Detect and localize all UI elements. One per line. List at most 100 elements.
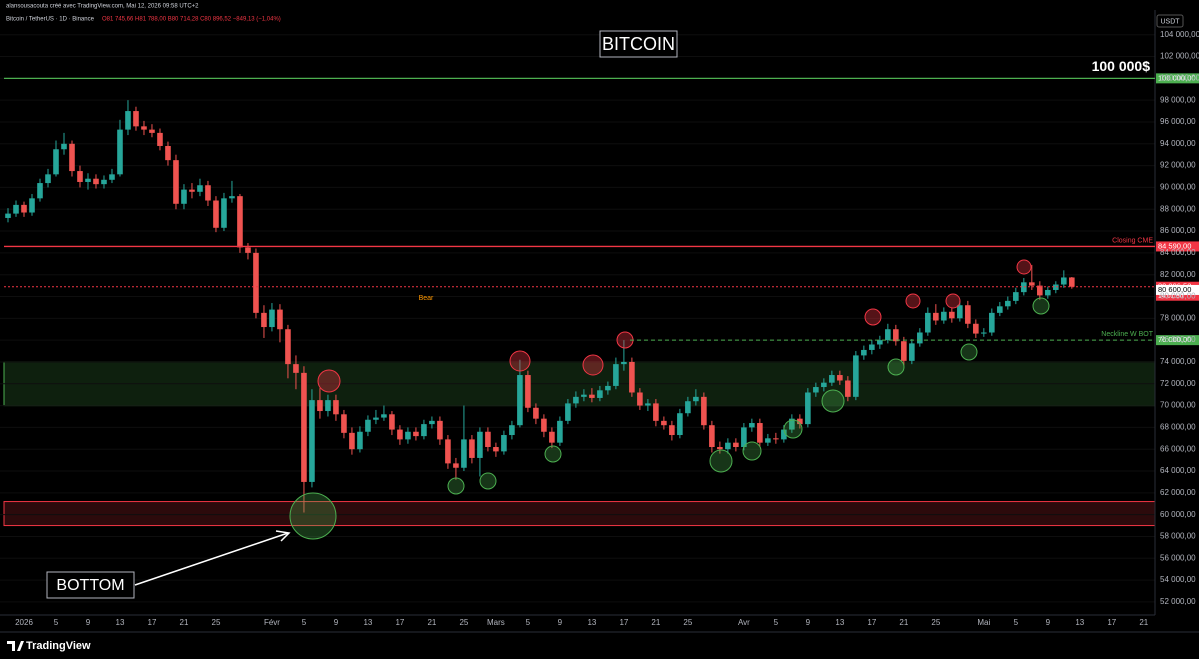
credit: alansousacouta créé avec TradingView.com… <box>6 4 199 10</box>
candle-body <box>101 179 107 185</box>
ohlc: O81 745,66 H81 788,00 B80 714,28 C80 896… <box>102 17 281 23</box>
y-tick-label: 52 000,00 <box>1160 597 1196 606</box>
circle-high <box>582 354 604 376</box>
candle-body <box>885 329 891 341</box>
candle-body <box>293 364 299 373</box>
circle-high <box>945 293 961 309</box>
candle-body <box>397 429 403 440</box>
x-tick-label: 13 <box>116 618 125 627</box>
candle-body <box>669 425 675 436</box>
candle-body <box>381 414 387 418</box>
candle-body <box>589 394 595 398</box>
candle-body <box>213 200 219 228</box>
y-tick-label: 92 000,00 <box>1160 161 1196 170</box>
x-tick-label: 2026 <box>15 618 33 627</box>
candle-body <box>941 311 947 321</box>
candle-body <box>461 439 467 468</box>
candle-body <box>485 431 491 448</box>
x-tick-label: Mars <box>487 618 505 627</box>
candle-body <box>325 400 331 412</box>
x-tick-label: 5 <box>526 618 531 627</box>
candle-body <box>181 189 187 204</box>
price-label-box <box>1156 335 1199 346</box>
candle-body <box>93 178 99 185</box>
chart-title: BITCOIN <box>602 34 675 54</box>
candle-body <box>245 247 251 253</box>
candle-body <box>413 431 419 437</box>
candle-body <box>1045 289 1051 296</box>
logo: TradingView <box>7 640 91 652</box>
candle-body <box>61 143 67 150</box>
x-tick-label: 13 <box>587 618 596 627</box>
x-tick-label: 13 <box>363 618 372 627</box>
candle-body <box>333 400 339 415</box>
candle-body <box>877 340 883 345</box>
candle-body <box>573 396 579 404</box>
candle-body <box>197 185 203 192</box>
candle-body <box>309 400 315 482</box>
circle-high <box>1016 259 1032 275</box>
candle-body <box>957 305 963 319</box>
candle-body <box>421 424 427 437</box>
y-tick-label: 94 000,00 <box>1160 139 1196 148</box>
price-label: 100 000,00 <box>1158 73 1196 82</box>
candle-body <box>549 431 555 443</box>
candle-body <box>757 423 763 443</box>
candle-body <box>557 420 563 443</box>
candle-body <box>341 414 347 433</box>
x-tick-label: 25 <box>212 618 221 627</box>
candle-body <box>821 382 827 388</box>
candle-body <box>109 174 115 180</box>
candle-body <box>261 312 267 328</box>
candle-body <box>677 413 683 436</box>
x-tick-label: 17 <box>148 618 157 627</box>
title-box <box>599 30 678 58</box>
y-tick-label: 68 000,00 <box>1160 423 1196 432</box>
candle-body <box>285 329 291 365</box>
candle-body <box>29 198 35 213</box>
price-label-box <box>1156 284 1199 295</box>
candle-body <box>973 323 979 334</box>
level-text: Closing CME <box>1112 237 1153 244</box>
x-tick-label: 9 <box>334 618 339 627</box>
y-tick-label: 60 000,00 <box>1160 510 1196 519</box>
candle-body <box>509 425 515 436</box>
candle-body <box>909 343 915 361</box>
x-tick-label: 9 <box>806 618 811 627</box>
candle-body <box>685 401 691 414</box>
candle-body <box>1029 282 1035 286</box>
x-tick-label: 17 <box>395 618 404 627</box>
y-tick-label: 102 000,00 <box>1160 52 1199 61</box>
level-text: Neckline W BOT <box>1101 331 1153 338</box>
candle-body <box>925 312 931 333</box>
candle-body <box>1021 282 1027 293</box>
candle-body <box>365 419 371 432</box>
candle-body <box>693 396 699 402</box>
candle-body <box>253 252 259 313</box>
circle-high <box>864 308 882 326</box>
y-tick-label: 66 000,00 <box>1160 444 1196 453</box>
candle-body <box>317 400 323 412</box>
candle-body <box>125 111 131 130</box>
price-label: 76 000,00 <box>1158 335 1191 344</box>
candle-body <box>869 344 875 350</box>
x-tick-label: 25 <box>683 618 692 627</box>
candle-body <box>997 306 1003 313</box>
y-tick-label: 96 000,00 <box>1160 117 1196 126</box>
candle-body <box>1005 300 1011 307</box>
candle-body <box>141 126 147 130</box>
candle-body <box>205 185 211 201</box>
x-tick-label: 13 <box>835 618 844 627</box>
candle-body <box>69 143 75 172</box>
x-tick-label: 13 <box>1075 618 1084 627</box>
circle-low <box>887 358 905 376</box>
y-tick-label: 90 000,00 <box>1160 183 1196 192</box>
x-tick-label: 5 <box>774 618 779 627</box>
candle-body <box>301 372 307 482</box>
candle-body <box>829 375 835 383</box>
candle-body <box>1037 285 1043 296</box>
x-tick-label: 21 <box>899 618 908 627</box>
circle-low <box>742 441 762 461</box>
candle-body <box>493 447 499 452</box>
